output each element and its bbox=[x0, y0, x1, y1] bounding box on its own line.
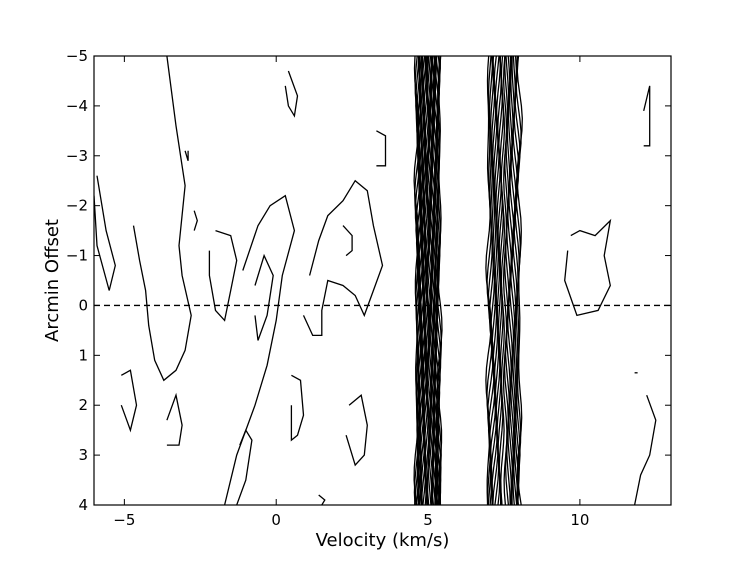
noise-contour bbox=[132, 56, 192, 382]
noise-contour bbox=[166, 392, 183, 446]
y-tick-label: 2 bbox=[78, 396, 88, 414]
noise-contour bbox=[254, 253, 274, 341]
contour-line bbox=[417, 56, 423, 505]
y-axis-ticks: −5 −4 −3 −2 −1 0 1 2 3 4 bbox=[66, 47, 671, 514]
x-tick-label: 0 bbox=[271, 511, 281, 529]
contour-line bbox=[435, 56, 442, 505]
plot-frame bbox=[93, 55, 672, 506]
noise-contour bbox=[184, 150, 189, 161]
y-tick-label: −3 bbox=[66, 147, 88, 165]
y-tick-label: −4 bbox=[66, 97, 88, 115]
y-tick-label: 0 bbox=[78, 296, 88, 314]
contour-line bbox=[516, 56, 523, 505]
contour-lines bbox=[413, 56, 523, 505]
contour-line bbox=[436, 56, 443, 505]
y-tick-label: 1 bbox=[78, 346, 88, 364]
noise-contour bbox=[345, 394, 368, 467]
noise-contour bbox=[643, 85, 651, 147]
y-tick-label: −5 bbox=[66, 47, 88, 65]
noise-contour bbox=[290, 374, 305, 442]
noise-contour bbox=[208, 229, 238, 322]
x-tick-label: 5 bbox=[423, 511, 433, 529]
noise-contour bbox=[223, 194, 296, 505]
y-tick-label: 4 bbox=[78, 496, 88, 514]
noise-contour bbox=[564, 218, 612, 317]
contour-line bbox=[485, 56, 492, 505]
noise-contour bbox=[342, 225, 353, 257]
noise-contour bbox=[376, 130, 387, 167]
x-axis-ticks: −5 0 5 10 bbox=[113, 56, 589, 529]
noise-contour bbox=[94, 175, 116, 291]
y-tick-label: −1 bbox=[66, 247, 88, 265]
y-tick-label: 3 bbox=[78, 446, 88, 464]
noise-contour bbox=[633, 394, 657, 505]
noise-contour bbox=[193, 210, 198, 231]
contour-line bbox=[512, 56, 520, 505]
x-axis-label: Velocity (km/s) bbox=[316, 530, 450, 551]
x-tick-label: −5 bbox=[113, 511, 135, 529]
y-axis-label: Arcmin Offset bbox=[42, 219, 63, 342]
contour-line bbox=[413, 56, 420, 505]
y-tick-label: −2 bbox=[66, 197, 88, 215]
x-tick-label: 10 bbox=[570, 511, 589, 529]
noise-contour bbox=[236, 428, 253, 505]
contour-line bbox=[428, 56, 434, 505]
noise-contour bbox=[120, 369, 138, 433]
noise-contour bbox=[302, 179, 384, 337]
noise-contours bbox=[94, 56, 657, 505]
contour-line bbox=[419, 56, 426, 505]
noise-contour bbox=[284, 70, 299, 118]
noise-contour bbox=[318, 494, 326, 505]
